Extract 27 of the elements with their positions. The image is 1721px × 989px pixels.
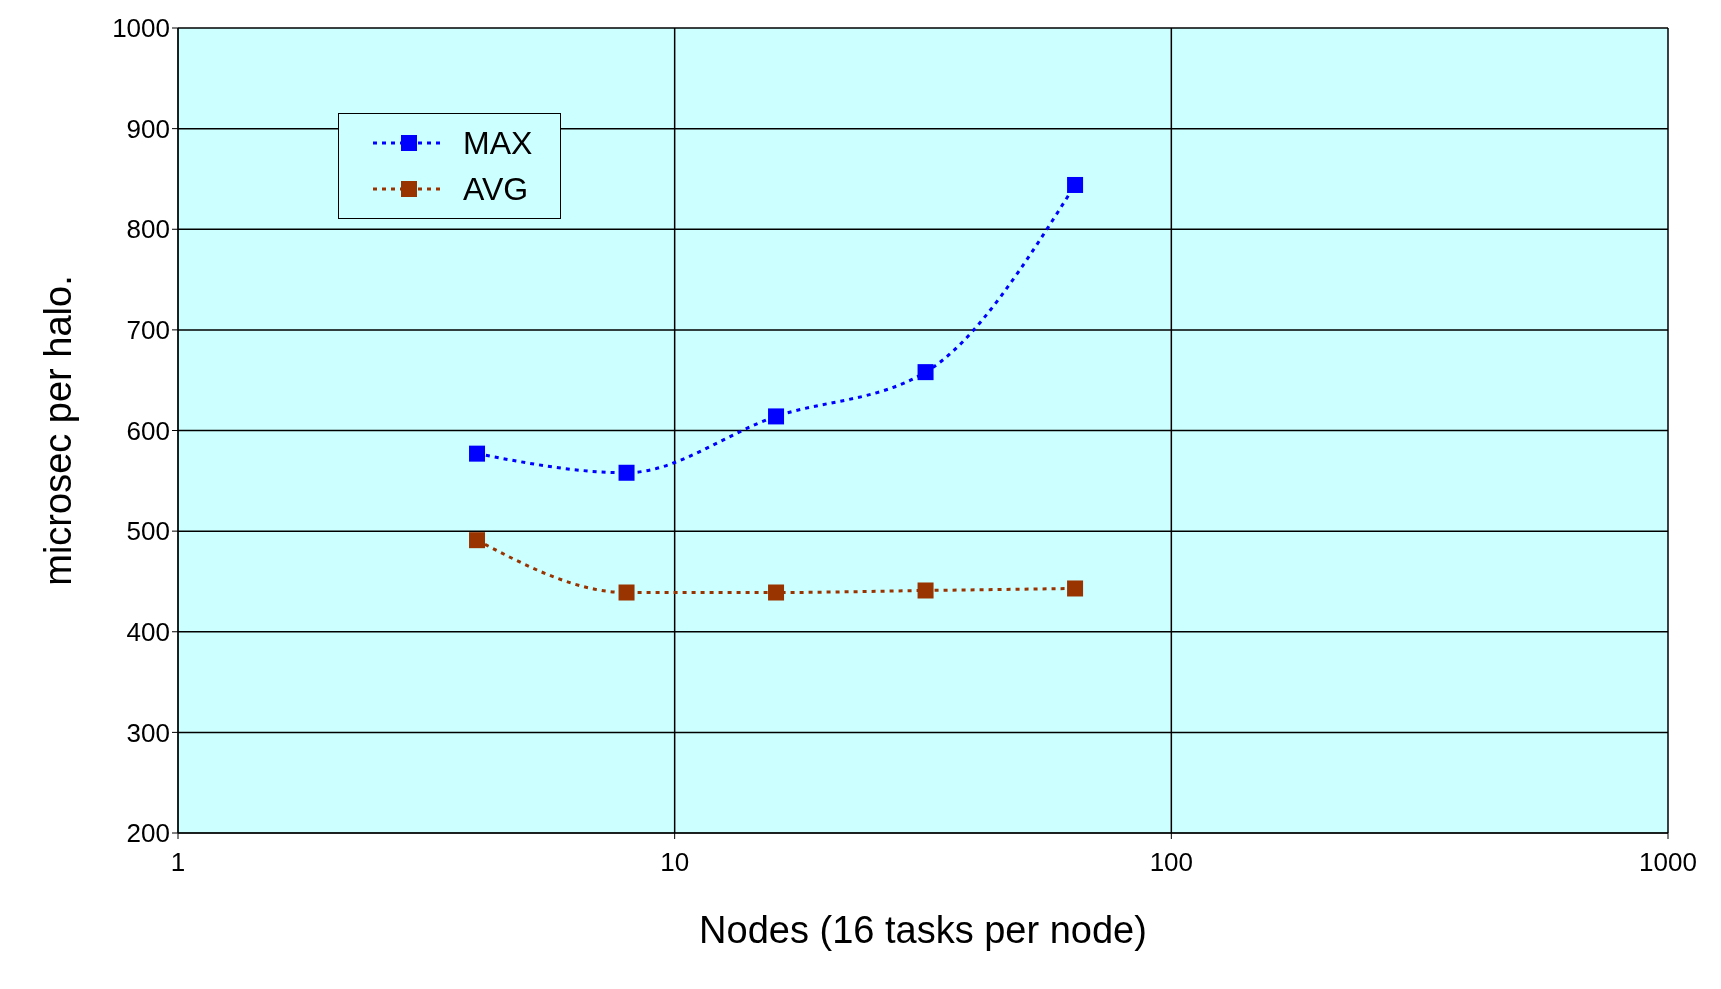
y-tick-label: 400 xyxy=(126,616,170,647)
y-tick-label: 600 xyxy=(126,415,170,446)
x-tick-label: 1000 xyxy=(1639,847,1697,878)
point xyxy=(469,532,486,549)
y-axis-title: microsec per halo. xyxy=(37,275,80,586)
y-tick-label: 700 xyxy=(126,315,170,346)
y-tick-label: 500 xyxy=(126,516,170,547)
y-tick-label: 200 xyxy=(126,818,170,849)
point xyxy=(618,464,635,481)
x-tick-label: 100 xyxy=(1149,847,1194,878)
x-tick-label: 1 xyxy=(170,847,186,878)
point xyxy=(618,584,635,601)
x-tick-label: 10 xyxy=(660,847,690,878)
y-tick-label: 1000 xyxy=(112,13,170,44)
point xyxy=(768,584,785,601)
legend-label: MAX xyxy=(463,124,533,162)
y-tick-label: 800 xyxy=(126,214,170,245)
point xyxy=(1067,580,1084,597)
legend-label: AVG xyxy=(463,170,529,208)
point xyxy=(469,445,486,462)
point xyxy=(917,582,934,599)
y-tick-label: 300 xyxy=(126,717,170,748)
point xyxy=(917,364,934,381)
point xyxy=(768,408,785,425)
y-tick-label: 900 xyxy=(126,113,170,144)
point xyxy=(1067,176,1084,193)
x-axis-title: Nodes (16 tasks per node) xyxy=(699,909,1147,951)
